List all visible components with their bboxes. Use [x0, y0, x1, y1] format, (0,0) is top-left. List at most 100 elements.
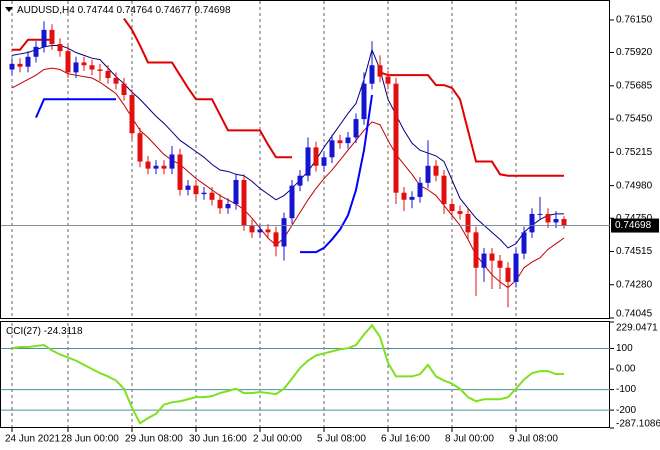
y-tick-label: 0.74750	[616, 213, 653, 224]
x-tick-label: 8 Jul 00:00	[445, 434, 494, 445]
y2-tick-label: -287.1086	[616, 419, 660, 430]
candle-body	[153, 165, 159, 169]
x-tick-label: 29 Jun 08:00	[125, 434, 183, 445]
candle-body	[25, 56, 31, 67]
candle-body	[297, 175, 303, 186]
candle-body	[81, 62, 87, 66]
candle-body	[89, 65, 95, 70]
candle-body	[321, 157, 327, 166]
candle-body	[425, 165, 431, 183]
candle-body	[545, 213, 551, 223]
x-tick-label: 5 Jul 08:00	[317, 434, 366, 445]
candle-body	[249, 225, 255, 233]
indicator-name: CCI(27)	[6, 326, 41, 337]
last-high: 0.74764	[117, 5, 154, 16]
last-close: 0.74698	[194, 5, 231, 16]
y2-tick-label: 229.0471	[616, 323, 658, 334]
candle-body	[457, 211, 463, 214]
indicator-frame	[0, 321, 610, 428]
candle-body	[97, 69, 103, 71]
candle-body	[529, 213, 535, 233]
price-label-box	[611, 218, 659, 233]
indicator-line	[11, 323, 565, 425]
candle-body	[385, 76, 391, 84]
candle-body	[145, 161, 151, 169]
candle-body	[121, 83, 127, 96]
candle-body	[473, 232, 479, 268]
x-tick-label: 2 Jul 00:00	[253, 434, 302, 445]
candle-body	[561, 219, 567, 226]
y-tick-label: 0.75685	[616, 80, 653, 91]
candle-body	[489, 253, 495, 261]
candle-body	[129, 95, 135, 134]
candle-body	[41, 29, 47, 47]
last-low: 0.74677	[155, 5, 192, 16]
candle-body	[393, 83, 399, 193]
x-tick-label: 6 Jul 16:00	[381, 434, 430, 445]
candle-body	[65, 51, 71, 73]
candle-body	[521, 232, 527, 254]
candle-body	[17, 63, 23, 67]
candle-body	[329, 140, 335, 158]
candle-body	[105, 70, 111, 79]
header: AUDUSD,H4 0.74744 0.74764 0.74677 0.7469…	[17, 5, 231, 16]
candle-body	[57, 44, 63, 52]
candle-body	[361, 83, 367, 120]
candle-body	[209, 192, 215, 200]
candle-body	[441, 175, 447, 205]
x-tick-label: 28 Jun 00:00	[61, 434, 119, 445]
candle-body	[337, 140, 343, 144]
candle-body	[409, 196, 415, 200]
candle-body	[225, 204, 231, 209]
overlay-line	[11, 44, 564, 249]
y-tick-label: 0.74515	[616, 246, 653, 257]
candle-body	[169, 154, 175, 169]
candle-body	[481, 253, 487, 268]
candle-body	[401, 192, 407, 200]
y-tick-label: 0.74045	[616, 309, 653, 320]
candle-body	[241, 179, 247, 226]
x-tick-label: 9 Jul 08:00	[509, 434, 558, 445]
candle-body	[537, 213, 543, 215]
candle-body	[113, 78, 119, 84]
y-tick-label: 0.74280	[616, 279, 653, 290]
indicator-header: CCI(27) -24.3118	[6, 326, 83, 337]
candle-body	[193, 185, 199, 195]
y2-tick-label: -200	[616, 405, 636, 416]
candle-body	[433, 165, 439, 176]
x-tick-label: 24 Jun 2021	[5, 434, 60, 445]
y2-tick-label: 100	[616, 343, 633, 354]
candle-body	[217, 199, 223, 209]
candle-body	[417, 182, 423, 197]
main-frame	[0, 0, 610, 319]
candle-body	[9, 63, 15, 70]
candle-body	[161, 165, 167, 169]
candle-body	[49, 29, 55, 45]
symbol-arrow	[5, 7, 13, 12]
candle-body	[33, 46, 39, 57]
symbol: AUDUSD,H4	[17, 5, 75, 16]
candle-body	[449, 204, 455, 212]
candle-body	[185, 185, 191, 190]
candle-body	[465, 213, 471, 233]
candle-body	[377, 65, 383, 77]
candle-body	[289, 185, 295, 219]
candle-body	[505, 267, 511, 282]
y-tick-label: 0.75920	[616, 47, 653, 58]
candle-body	[513, 253, 519, 282]
y-tick-label: 0.74980	[616, 180, 653, 191]
overlay-line	[11, 67, 565, 289]
indicator-last: -24.3118	[44, 326, 83, 337]
candle-body	[305, 147, 311, 176]
last-open: 0.74744	[78, 5, 115, 16]
y-tick-label: 0.75450	[616, 114, 653, 125]
y2-tick-label: -100	[616, 384, 636, 395]
candle-body	[73, 62, 79, 73]
y-tick-label: 0.76150	[616, 15, 653, 26]
candle-body	[281, 218, 287, 247]
overlay-line	[35, 94, 373, 254]
